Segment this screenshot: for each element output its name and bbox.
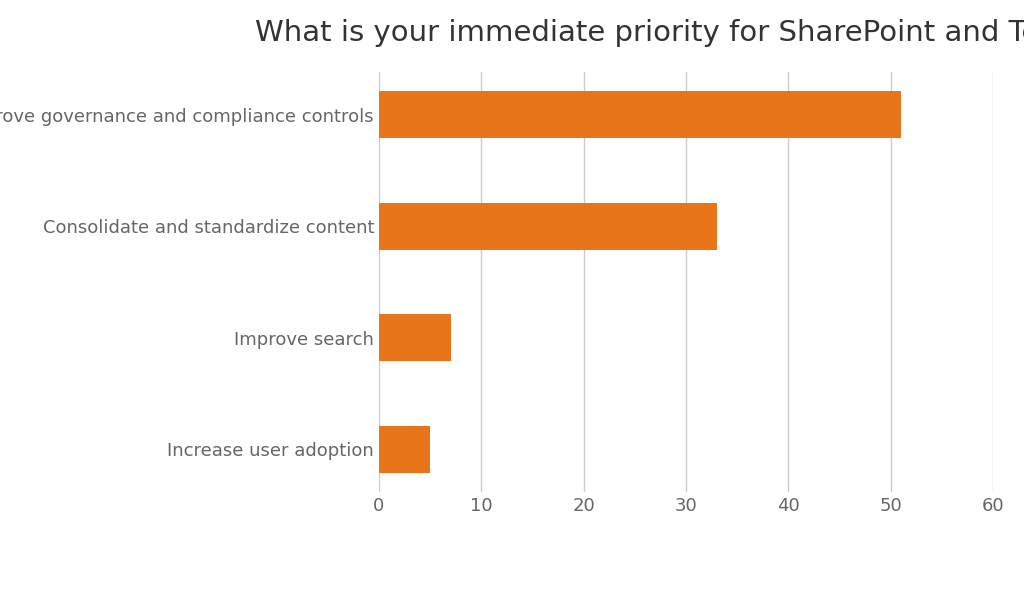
Bar bbox=[379, 203, 717, 250]
Bar bbox=[379, 91, 901, 138]
Title: What is your immediate priority for SharePoint and Teams?: What is your immediate priority for Shar… bbox=[255, 19, 1024, 47]
Bar bbox=[379, 314, 451, 361]
Legend: % of Respondents: % of Respondents bbox=[580, 593, 793, 600]
Bar bbox=[379, 426, 430, 473]
